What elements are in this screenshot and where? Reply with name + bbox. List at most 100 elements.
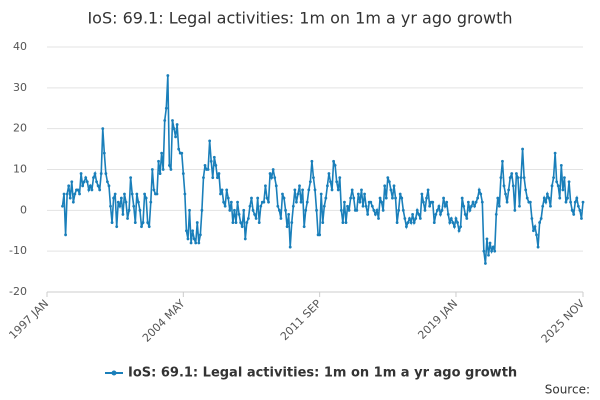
point <box>490 249 494 253</box>
point <box>493 249 497 253</box>
point <box>381 208 385 212</box>
point <box>112 196 116 200</box>
y-tick-label: 10 <box>13 163 27 176</box>
point <box>572 213 576 216</box>
x-tick-label: 2025 NOV <box>539 297 588 346</box>
point <box>401 208 405 212</box>
point <box>335 180 339 184</box>
point <box>580 217 583 220</box>
point <box>281 192 284 196</box>
point <box>532 229 535 233</box>
point <box>157 159 160 163</box>
point <box>67 184 71 188</box>
point <box>104 172 108 175</box>
point <box>81 184 85 188</box>
point <box>336 188 340 192</box>
point <box>113 192 117 196</box>
point <box>315 208 318 212</box>
point <box>126 217 129 220</box>
point <box>386 176 390 180</box>
point <box>412 221 416 224</box>
point <box>456 221 459 224</box>
point <box>251 208 255 212</box>
x-tick-label: 2004 MAY <box>140 297 188 345</box>
point <box>189 241 193 245</box>
point <box>132 204 136 208</box>
point <box>197 241 201 245</box>
point <box>102 151 106 155</box>
point <box>277 208 281 212</box>
point <box>296 192 300 196</box>
point <box>209 159 213 163</box>
point <box>242 208 246 212</box>
point <box>245 221 249 224</box>
point <box>101 127 105 131</box>
point <box>65 192 69 196</box>
point <box>233 208 236 212</box>
point <box>528 200 532 204</box>
point <box>143 192 146 196</box>
point <box>535 233 538 237</box>
point <box>68 196 72 200</box>
point <box>501 159 504 163</box>
point <box>98 188 102 192</box>
point <box>287 213 291 216</box>
x-tick-label: 2019 JAN <box>415 297 460 342</box>
point <box>439 213 442 216</box>
point <box>545 192 549 196</box>
point <box>250 196 253 200</box>
point <box>435 208 439 212</box>
point <box>146 221 150 224</box>
point <box>92 176 95 180</box>
point <box>581 200 585 204</box>
point <box>327 172 331 175</box>
point <box>387 180 391 184</box>
point <box>208 139 212 143</box>
point <box>414 217 418 220</box>
point <box>524 188 528 192</box>
point <box>566 196 569 200</box>
point <box>403 217 407 220</box>
y-tick-label: 0 <box>20 203 27 216</box>
point <box>330 188 334 192</box>
point <box>508 176 512 180</box>
point <box>329 180 332 184</box>
point <box>454 217 458 220</box>
point <box>352 196 356 200</box>
point <box>110 221 114 224</box>
point <box>129 176 133 180</box>
point <box>305 200 309 204</box>
point <box>428 204 432 208</box>
point <box>226 196 230 200</box>
point <box>460 196 464 200</box>
point <box>491 245 495 249</box>
point <box>264 184 267 188</box>
point <box>576 204 580 208</box>
point <box>377 217 380 220</box>
point <box>186 237 190 241</box>
point <box>267 200 270 204</box>
point <box>307 188 311 192</box>
point <box>274 184 278 188</box>
point <box>547 196 551 200</box>
point <box>136 200 140 204</box>
point <box>194 241 198 245</box>
point <box>310 159 314 163</box>
point <box>556 184 560 188</box>
point <box>504 192 507 196</box>
point <box>391 196 394 200</box>
point <box>431 200 435 204</box>
point <box>558 196 562 200</box>
point <box>418 217 422 220</box>
point <box>96 184 100 188</box>
point <box>358 200 362 204</box>
point <box>488 241 492 245</box>
point <box>349 196 353 200</box>
point <box>561 188 565 192</box>
y-tick-label: 40 <box>13 40 27 53</box>
point <box>175 123 179 126</box>
point <box>243 237 247 241</box>
point <box>202 176 205 180</box>
point <box>290 221 294 224</box>
point <box>177 147 181 151</box>
